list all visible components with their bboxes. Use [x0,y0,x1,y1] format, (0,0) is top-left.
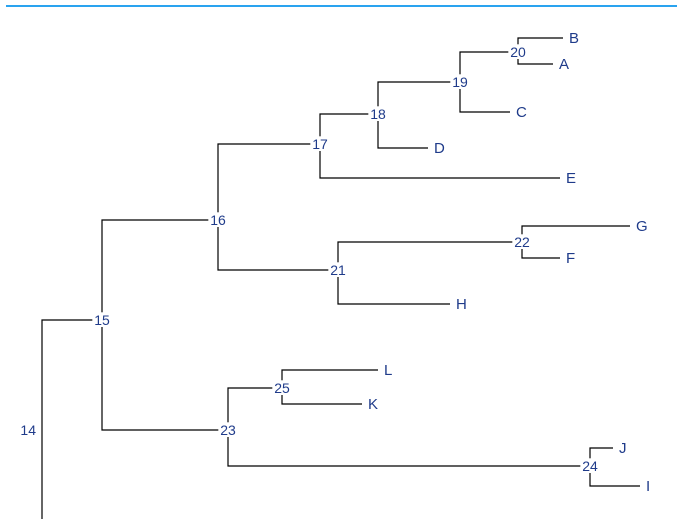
edge-16-21 [218,220,338,270]
edge-23-24 [228,430,590,466]
edge-22-G [522,226,630,242]
edge-16-17 [218,144,320,220]
edge-21-22 [338,242,522,270]
node-label-14: 14 [20,422,36,438]
node-label-18: 18 [370,106,386,122]
tip-label-B: B [569,30,579,47]
tip-label-F: F [566,250,575,267]
tip-label-A: A [559,56,569,73]
branches [42,38,640,519]
node-label-23: 23 [220,422,236,438]
node-label-15: 15 [94,312,110,328]
tip-label-J: J [619,440,627,457]
node-label-21: 21 [330,262,346,278]
tip-labels: AB C D E F G H I J KL [368,30,650,495]
tip-label-K: K [368,396,378,413]
node-label-22: 22 [514,234,530,250]
node-label-24: 24 [582,458,598,474]
tip-label-E: E [566,170,576,187]
node-label-16: 16 [210,212,226,228]
tip-label-I: I [646,478,650,495]
tip-label-C: C [516,104,527,121]
node-labels: 14 15 16 17 18 19 20 21 22 23 24 25 [18,44,600,474]
node-label-17: 17 [312,136,328,152]
edge-18-19 [378,82,460,114]
phylogenetic-tree: 14 15 16 17 18 19 20 21 22 23 24 25 AB C D E F G H I J KL [0,0,683,519]
edge-15-23 [102,320,228,430]
node-label-25: 25 [274,380,290,396]
tip-label-H: H [456,296,467,313]
tip-label-G: G [636,218,648,235]
tip-label-L: L [384,362,392,379]
edge-25-L [282,370,378,388]
tip-label-D: D [434,140,445,157]
edge-21-H [338,270,450,304]
edge-15-16 [102,220,218,320]
edge-25-K [282,388,362,404]
node-label-19: 19 [452,74,468,90]
node-label-20: 20 [510,44,526,60]
edge-14-15 [42,320,102,430]
